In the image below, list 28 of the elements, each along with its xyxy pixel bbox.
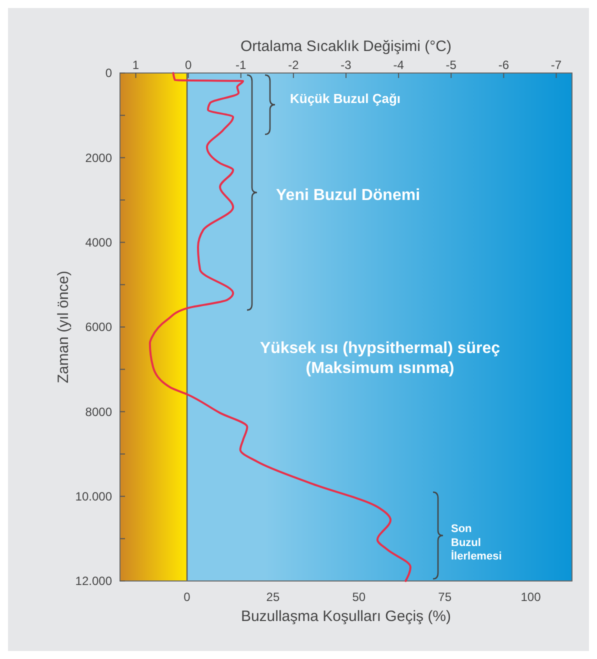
x-tick-label: 0	[184, 590, 191, 604]
x-axis-title: Buzullaşma Koşulları Geçiş (%)	[240, 608, 452, 625]
y-axis-title: Zaman (yıl önce)	[55, 270, 72, 384]
annotation: Son Buzul İlerlemesi	[451, 523, 502, 562]
x2-tick-label: -3	[340, 58, 352, 72]
y-tick-label: 0	[105, 66, 112, 80]
x2-tick-label: -6	[498, 58, 510, 72]
x2-tick-label: -7	[550, 58, 562, 72]
x2-tick-label: 0	[184, 58, 192, 72]
x2-axis-title: Ortalama Sıcaklık Değişimi (°C)	[240, 38, 452, 55]
annotation: Küçük Buzul Çağı	[290, 91, 401, 106]
x2-tick-label: 1	[132, 58, 140, 72]
y-tick-label: 12.000	[75, 574, 112, 588]
y-tick-label: 4000	[85, 236, 112, 250]
annotation: Yeni Buzul Dönemi	[276, 187, 420, 204]
y-tick-label: 8000	[85, 404, 112, 419]
y-tick-label: 6000	[85, 320, 112, 334]
x2-tick-label: -4	[393, 58, 404, 72]
x2-tick-label: -2	[288, 58, 300, 72]
x2-tick-label: -5	[446, 58, 457, 72]
y-tick-label: 10.000	[75, 490, 112, 504]
annotation: Yüksek ısı (hypsithermal) süreç (Maksimum ısınma)	[260, 340, 500, 377]
x2-tick-label: -1	[236, 58, 247, 72]
x-tick-label: 75	[438, 590, 452, 604]
x-tick-label: 25	[266, 590, 280, 604]
y-tick-label: 2000	[85, 150, 112, 165]
x-tick-label: 100	[520, 590, 542, 604]
x-tick-label: 50	[352, 590, 366, 604]
